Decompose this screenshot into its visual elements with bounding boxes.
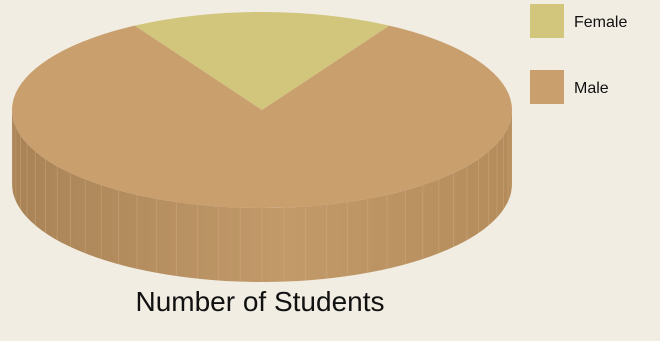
legend-swatch-female (530, 4, 564, 38)
legend-label-female: Female (574, 14, 628, 31)
pie-side-wall (12, 110, 512, 282)
pie-top (11, 11, 512, 208)
pie-side-male (12, 110, 512, 282)
pie-slice-male (11, 25, 512, 208)
pie-slice-female (134, 11, 390, 110)
legend-label-male: Male (574, 80, 609, 97)
legend-swatch-male (530, 70, 564, 104)
chart-title: Number of Students (135, 286, 385, 317)
